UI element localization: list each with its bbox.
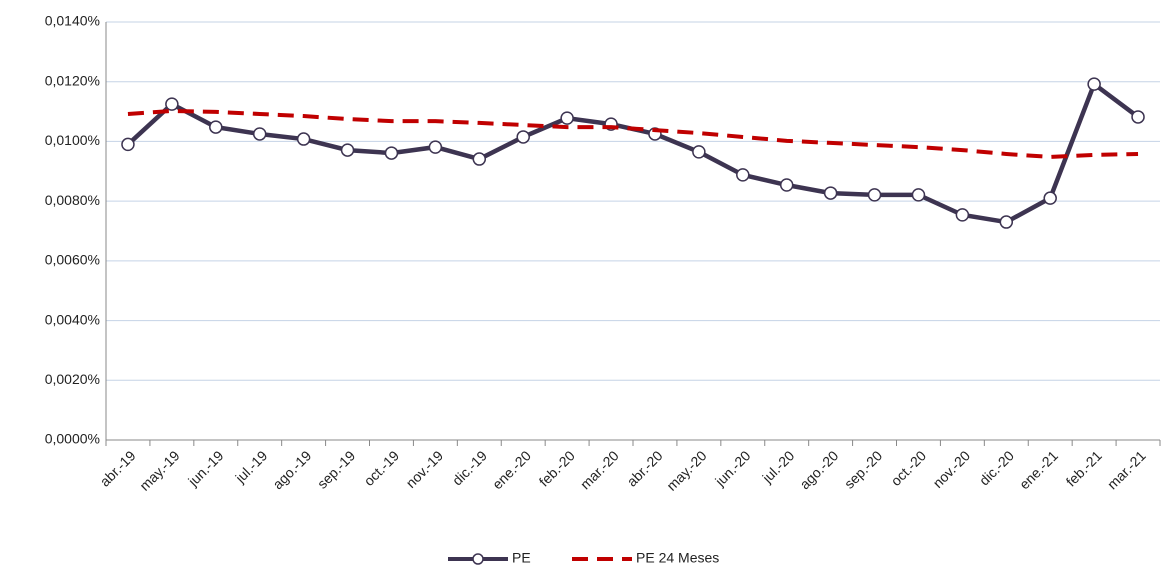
x-tick-label: sep.-20: [841, 447, 885, 491]
x-tick-label: dic.-19: [449, 447, 490, 488]
x-tick-label: feb.-20: [536, 447, 578, 489]
marker: [340, 143, 355, 157]
x-tick-label: abr.-20: [624, 447, 666, 489]
marker: [165, 97, 179, 111]
x-tick-label: ago.-20: [796, 447, 841, 492]
x-tick-label: nov.-19: [403, 447, 447, 491]
marker: [296, 132, 311, 146]
marker: [1131, 110, 1145, 124]
x-tick-label: may.-20: [663, 447, 709, 493]
marker: [428, 140, 443, 154]
x-tick-label: oct.-20: [888, 447, 930, 489]
legend-marker: [472, 553, 484, 565]
x-tick-label: abr.-19: [97, 447, 139, 489]
y-tick-label: 0,0080%: [45, 192, 100, 208]
x-tick-label: jun.-20: [711, 447, 753, 489]
x-tick-label: jun.-19: [184, 447, 226, 489]
marker: [121, 137, 135, 152]
marker: [384, 146, 399, 160]
y-tick-label: 0,0020%: [45, 371, 100, 387]
y-tick-label: 0,0140%: [45, 13, 100, 29]
x-tick-label: ago.-19: [269, 447, 314, 492]
x-tick-label: jul.-20: [758, 447, 797, 486]
marker: [472, 152, 487, 166]
y-tick-label: 0,0060%: [45, 252, 100, 268]
marker: [252, 127, 267, 141]
x-tick-label: mar.-20: [577, 447, 622, 492]
marker: [1087, 77, 1101, 91]
x-tick-label: nov.-20: [930, 447, 974, 491]
marker: [823, 186, 838, 200]
x-tick-label: mar.-21: [1104, 447, 1149, 492]
x-tick-label: oct.-19: [361, 447, 403, 489]
x-tick-label: jul.-19: [231, 447, 270, 486]
y-tick-label: 0,0040%: [45, 311, 100, 327]
legend-label: PE 24 Meses: [636, 550, 719, 566]
y-tick-label: 0,0000%: [45, 431, 100, 447]
marker: [560, 111, 574, 125]
x-tick-label: may.-19: [136, 447, 182, 493]
x-tick-label: ene.-21: [1016, 447, 1061, 492]
y-tick-label: 0,0120%: [45, 72, 100, 88]
x-tick-label: sep.-19: [314, 447, 358, 491]
y-tick-label: 0,0100%: [45, 132, 100, 148]
marker: [516, 130, 530, 144]
x-tick-label: feb.-21: [1063, 447, 1105, 489]
marker: [736, 168, 750, 182]
x-tick-label: ene.-20: [489, 447, 534, 492]
marker: [955, 208, 970, 222]
marker: [1043, 191, 1057, 205]
marker: [692, 145, 706, 159]
x-tick-label: dic.-20: [976, 447, 1017, 488]
line: [127, 108, 1139, 159]
marker: [999, 215, 1014, 229]
marker: [867, 188, 882, 202]
marker: [209, 120, 223, 134]
marker: [779, 178, 794, 192]
legend-label: PE: [512, 550, 531, 566]
marker: [911, 188, 926, 202]
